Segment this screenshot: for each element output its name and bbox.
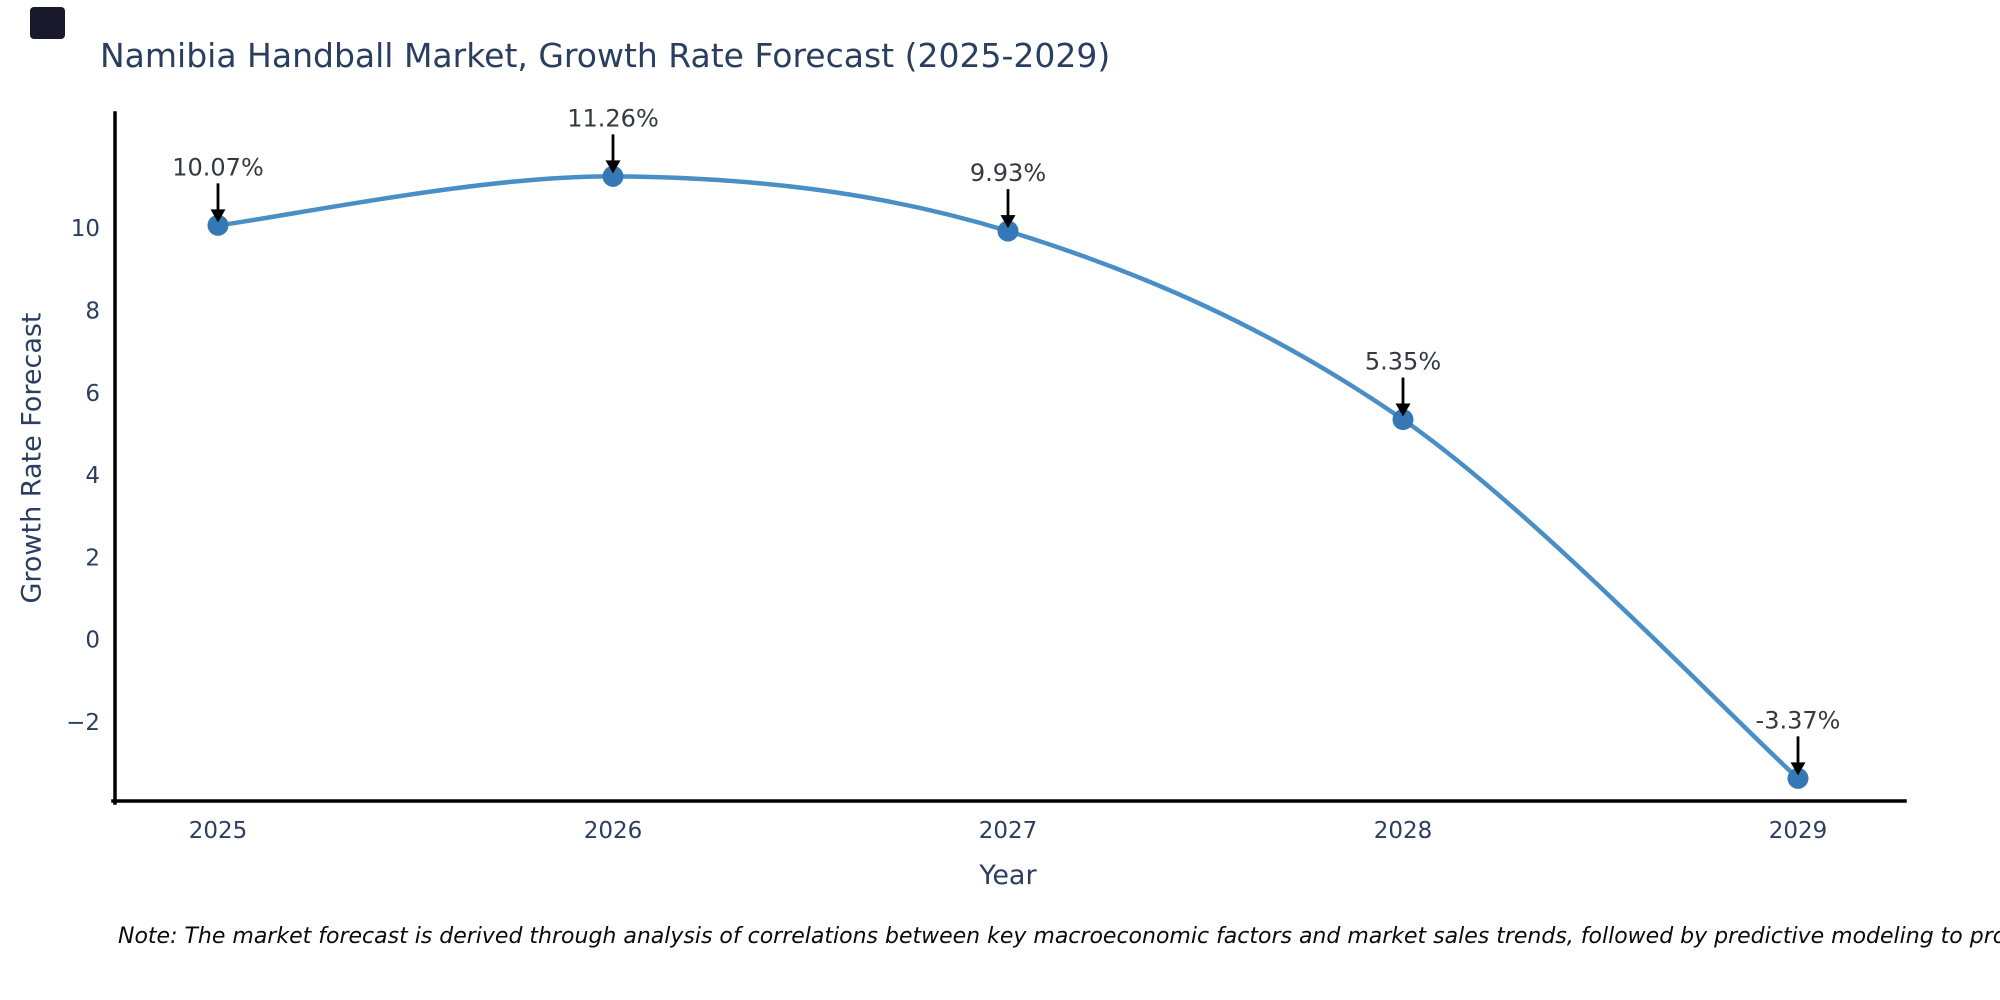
- point-annotation-label: 10.07%: [172, 153, 264, 181]
- data-point-marker: [1787, 767, 1809, 789]
- x-tick-label: 2025: [189, 818, 248, 844]
- annotation-arrowhead-icon: [1790, 762, 1806, 776]
- data-point-marker: [997, 220, 1019, 242]
- x-tick-label: 2027: [979, 818, 1038, 844]
- y-tick-label: −2: [66, 710, 100, 736]
- x-tick-label: 2026: [584, 818, 643, 844]
- y-tick-label: 8: [85, 299, 100, 325]
- point-annotation-label: 11.26%: [567, 104, 659, 132]
- annotation-arrowhead-icon: [1395, 403, 1411, 417]
- point-annotation-label: 9.93%: [970, 159, 1046, 187]
- annotation-arrowhead-icon: [210, 209, 226, 223]
- point-annotation-label: 5.35%: [1365, 348, 1441, 376]
- point-annotation-label: -3.37%: [1756, 706, 1841, 734]
- x-axis-title: Year: [979, 860, 1037, 891]
- chart-title: Namibia Handball Market, Growth Rate For…: [100, 36, 1111, 75]
- brand-mark: [30, 7, 65, 39]
- data-point-marker: [207, 214, 229, 236]
- footnote: Note: The market forecast is derived thr…: [118, 924, 2000, 949]
- data-point-marker: [1392, 409, 1414, 431]
- forecast-line: [217, 174, 1800, 781]
- y-tick-label: 2: [85, 545, 100, 571]
- y-tick-label: 6: [85, 381, 100, 407]
- y-axis-title: Growth Rate Forecast: [16, 312, 48, 604]
- annotation-arrowhead-icon: [1000, 215, 1016, 229]
- annotation-arrowhead-icon: [605, 160, 621, 174]
- y-tick-label: 4: [85, 463, 100, 489]
- axis-lines: [111, 111, 1907, 805]
- x-tick-label: 2029: [1769, 818, 1828, 844]
- y-tick-label: 10: [71, 216, 100, 242]
- data-point-marker: [602, 165, 624, 187]
- y-tick-label: 0: [85, 628, 100, 654]
- x-tick-label: 2028: [1374, 818, 1433, 844]
